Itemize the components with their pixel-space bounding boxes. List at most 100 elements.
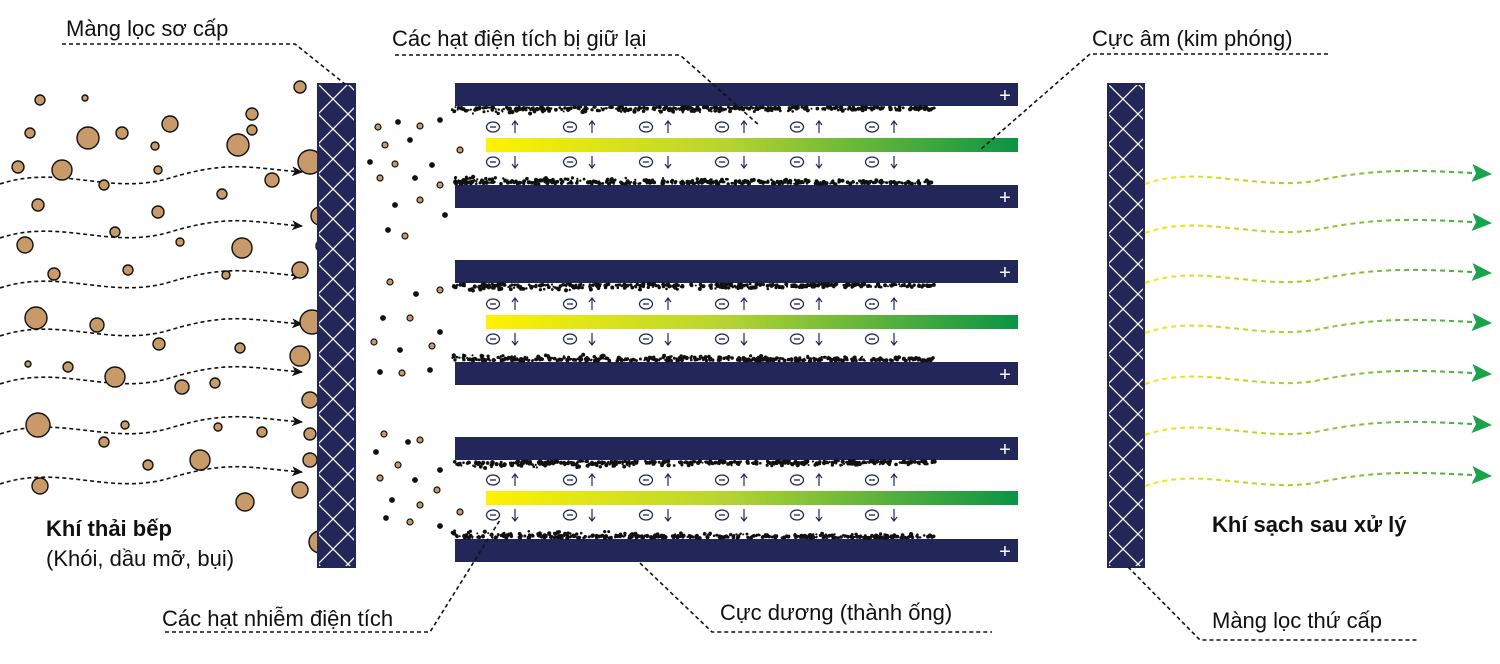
trapped-dust <box>579 531 583 535</box>
trapped-dust <box>893 106 897 109</box>
trapped-dust <box>765 534 769 538</box>
ion-icon <box>714 474 730 486</box>
trapped-dust <box>466 535 471 540</box>
trapped-dust <box>630 285 635 290</box>
trapped-dust <box>787 107 792 112</box>
trapped-dust <box>869 358 874 362</box>
trapped-dust <box>567 282 571 286</box>
plus-symbol: + <box>999 364 1011 386</box>
trapped-dust <box>566 531 570 535</box>
trapped-dust <box>811 460 815 463</box>
ion-icon <box>714 121 730 133</box>
trapped-dust <box>898 283 901 286</box>
trapped-dust <box>672 356 676 360</box>
trapped-dust <box>676 534 680 539</box>
trapped-dust <box>585 180 591 185</box>
trapped-dust <box>597 180 601 183</box>
trapped-dust <box>605 177 610 182</box>
trapped-dust <box>552 461 555 464</box>
trapped-dust <box>628 534 633 539</box>
trapped-dust <box>863 105 869 110</box>
trapped-dust <box>680 359 684 363</box>
dust-particle <box>174 379 190 395</box>
exhaust-arrow <box>0 219 303 239</box>
trapped-dust <box>745 106 749 110</box>
trapped-dust <box>649 535 654 540</box>
trapped-dust <box>532 109 537 114</box>
dust-particle <box>189 449 211 471</box>
plus-symbol: + <box>999 187 1011 209</box>
trapped-dust <box>560 107 564 111</box>
trapped-dust <box>800 535 804 539</box>
ion-arrow-head <box>890 120 898 126</box>
trapped-dust <box>775 356 779 360</box>
trapped-dust <box>472 179 476 182</box>
trapped-dust <box>496 533 500 537</box>
trapped-dust <box>549 356 553 360</box>
trapped-dust <box>726 182 730 186</box>
trapped-dust <box>863 182 866 185</box>
dust-particle <box>31 477 49 495</box>
trapped-dust <box>780 461 784 464</box>
trapped-dust <box>720 177 724 182</box>
trapped-dust <box>626 464 629 467</box>
trapped-dust <box>477 105 482 110</box>
trapped-dust <box>868 459 873 464</box>
trapped-dust <box>777 106 782 111</box>
trapped-dust <box>450 108 454 112</box>
trapped-dust <box>519 287 523 291</box>
trapped-dust <box>867 181 871 185</box>
trapped-dust <box>874 178 879 183</box>
ion-arrow-head <box>890 163 898 169</box>
trapped-dust <box>577 285 581 290</box>
trapped-dust <box>699 285 702 288</box>
trapped-dust <box>780 285 784 289</box>
trapped-dust <box>517 531 522 536</box>
trapped-dust <box>533 180 538 185</box>
trapped-dust <box>907 460 912 465</box>
trapped-dust <box>491 285 495 288</box>
trapped-dust <box>783 460 787 463</box>
trapped-dust <box>471 354 474 357</box>
trapped-dust <box>741 182 744 185</box>
trapped-dust <box>724 107 727 111</box>
ion-arrow-head <box>664 516 672 522</box>
trapped-dust <box>549 535 553 538</box>
trapped-dust <box>634 461 639 465</box>
trapped-dust <box>578 355 583 360</box>
trapped-dust <box>771 109 774 112</box>
trapped-dust <box>752 110 756 113</box>
trapped-dust <box>794 358 797 361</box>
trapped-dust <box>561 179 564 183</box>
trapped-dust <box>826 357 830 361</box>
charged-particle <box>386 278 394 286</box>
dust-particle <box>150 141 160 151</box>
trapped-dust <box>786 358 791 362</box>
trapped-dust <box>685 460 690 465</box>
charged-particle <box>456 508 464 516</box>
trapped-dust <box>550 107 553 110</box>
trapped-dust <box>787 459 791 463</box>
trapped-dust <box>636 107 641 112</box>
trapped-dust <box>834 105 839 109</box>
trapped-dust <box>514 460 519 465</box>
trapped-dust <box>724 535 729 539</box>
trapped-dust <box>851 180 855 183</box>
trapped-dust <box>774 284 777 287</box>
trapped-dust <box>883 283 888 288</box>
trapped-dust <box>572 286 576 290</box>
ion-icon <box>485 509 501 521</box>
trapped-dust <box>695 533 699 537</box>
trapped-dust <box>556 536 559 540</box>
trapped-dust <box>833 358 838 363</box>
trapped-dust <box>920 106 923 109</box>
trapped-dust <box>707 108 712 112</box>
ion-arrow-head <box>588 297 596 303</box>
trapped-dust <box>652 535 657 540</box>
trapped-dust <box>825 105 829 109</box>
trapped-dust <box>701 105 706 110</box>
trapped-dust <box>754 461 759 466</box>
trapped-dust <box>808 533 813 538</box>
ion-arrow-head <box>740 120 748 126</box>
trapped-dust <box>490 460 494 464</box>
